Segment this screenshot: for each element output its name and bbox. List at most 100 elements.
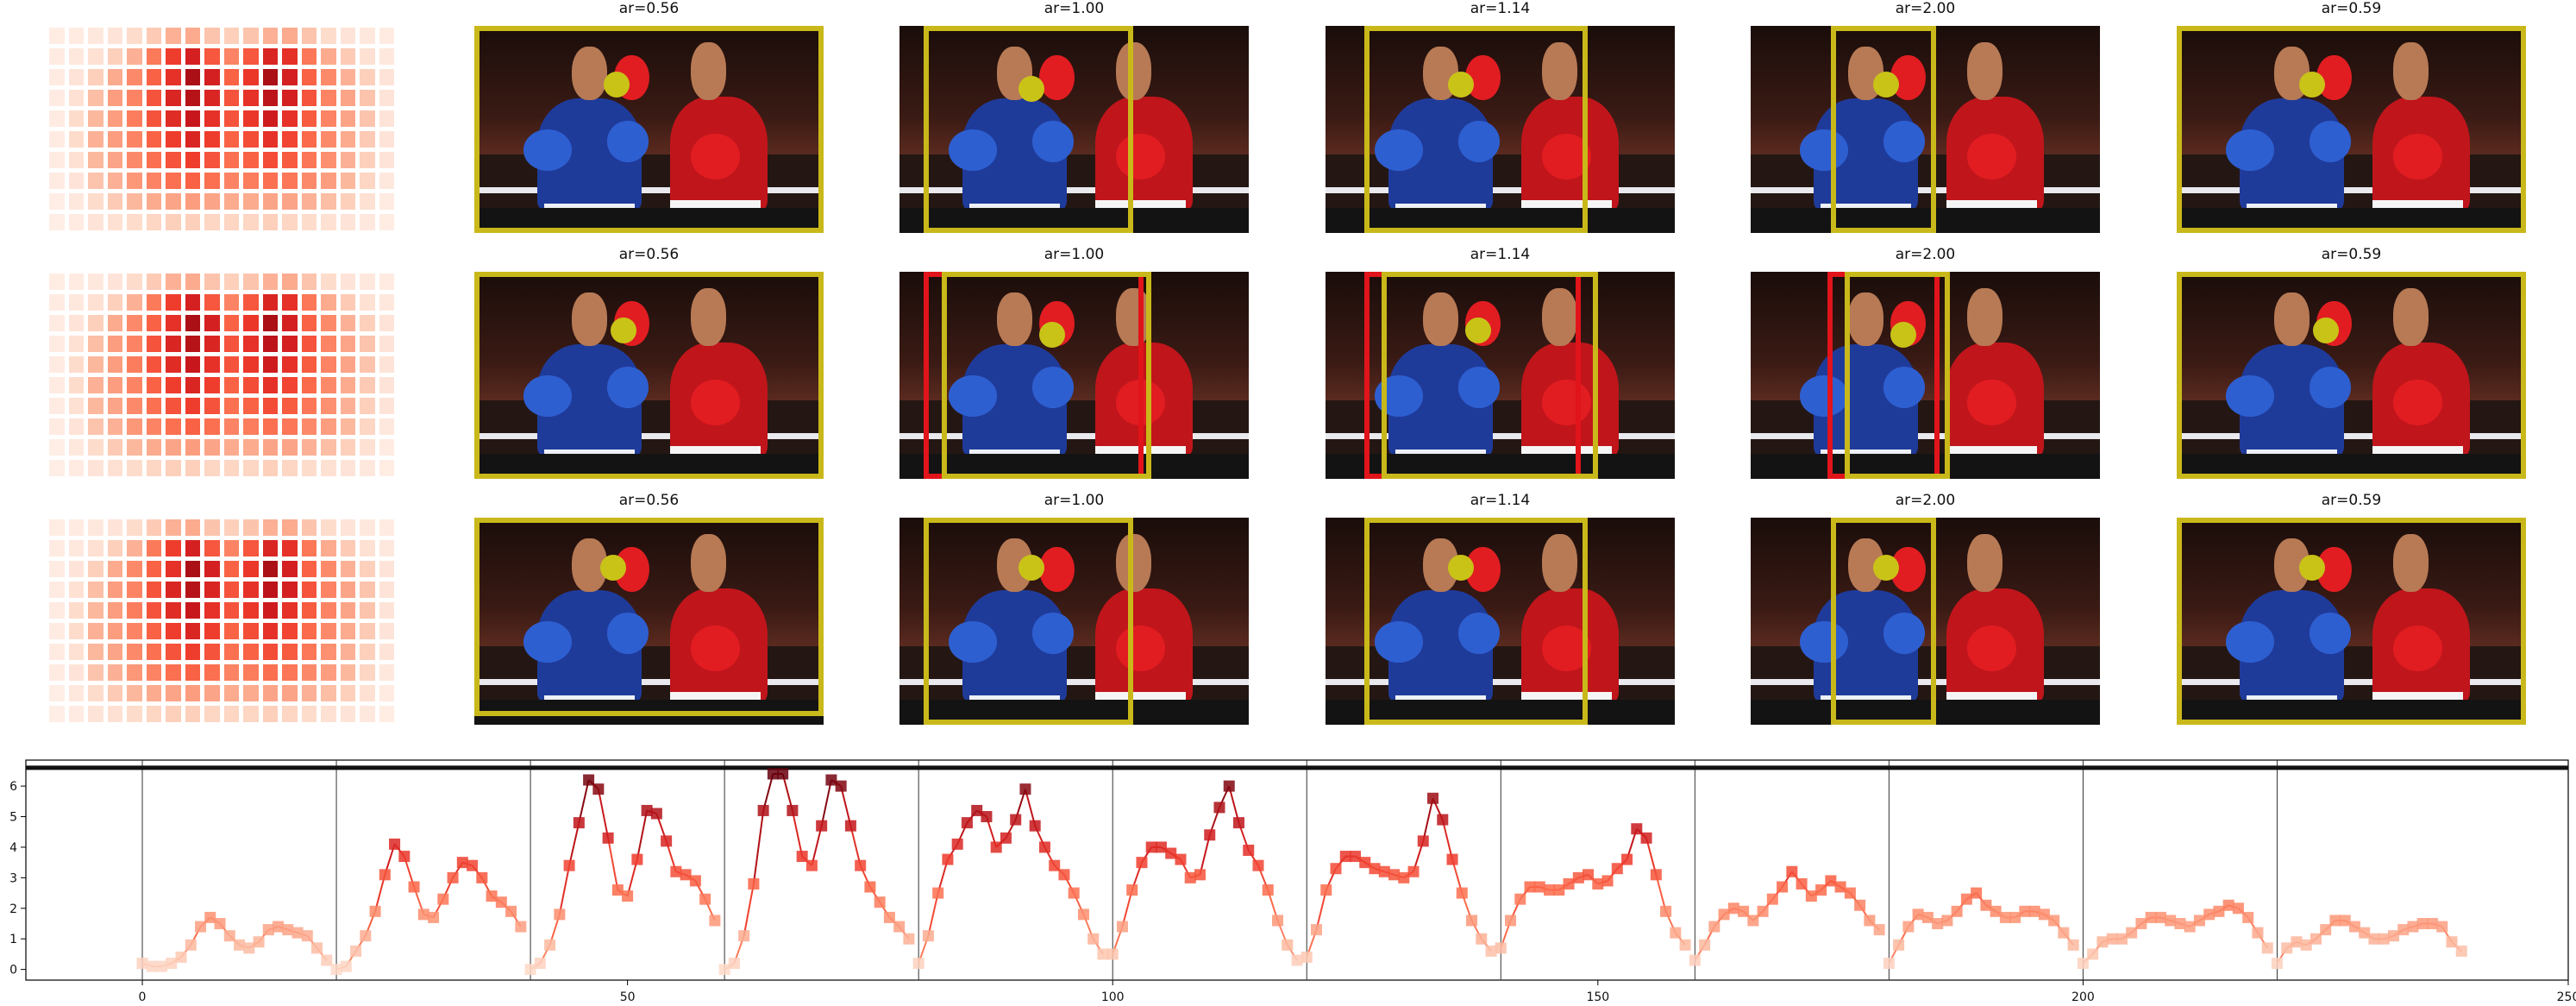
panel-r1-c1: ar=0.56 — [474, 0, 824, 233]
heatmap-cell — [166, 418, 181, 435]
heatmap-cell — [301, 706, 317, 722]
heatmap-cell — [379, 439, 394, 456]
data-point — [1116, 921, 1128, 933]
data-point — [1194, 869, 1206, 881]
heatmap-cell — [301, 336, 317, 352]
heatmap-cell — [262, 519, 278, 536]
heatmap-cell — [204, 664, 220, 681]
series-segment — [743, 883, 755, 936]
data-point — [273, 921, 285, 933]
heatmap-cell — [107, 602, 122, 619]
data-point — [136, 958, 148, 970]
series-segment — [1121, 890, 1133, 927]
heatmap-cell — [223, 193, 239, 210]
heatmap-cell — [301, 214, 317, 230]
heatmap-cell — [49, 602, 65, 619]
data-point — [185, 939, 197, 951]
heatmap-cell — [379, 561, 394, 577]
data-point — [2252, 927, 2264, 939]
data-point — [476, 871, 488, 883]
heatmap-cell — [262, 398, 278, 414]
heatmap-cell — [243, 356, 259, 373]
data-point — [175, 951, 187, 963]
heatmap-cell — [68, 193, 84, 210]
heatmap-cell — [282, 294, 298, 311]
panel-r2-c1: ar=0.56 — [474, 246, 824, 479]
heatmap-cell — [360, 685, 375, 701]
data-point — [2222, 899, 2234, 911]
heatmap-cell — [127, 356, 142, 373]
heatmap-cell — [340, 685, 355, 701]
heatmap-cell — [88, 664, 103, 681]
heatmap-cell — [146, 460, 161, 476]
heatmap-cell — [223, 685, 239, 701]
data-point — [1106, 948, 1119, 960]
heatmap-cell — [243, 48, 259, 65]
heatmap-cell — [379, 336, 394, 352]
data-point — [1476, 933, 1488, 945]
heatmap-cell — [282, 336, 298, 352]
focus-point — [1018, 555, 1044, 582]
data-point — [2067, 939, 2079, 951]
heatmap-cell — [243, 398, 259, 414]
data-point — [981, 811, 993, 823]
heatmap-cell — [321, 623, 336, 639]
data-point — [467, 859, 479, 871]
data-point — [1311, 924, 1323, 936]
data-point — [563, 859, 575, 871]
data-point — [2426, 917, 2438, 929]
heatmap-cell — [49, 623, 65, 639]
heatmap-cell — [166, 131, 181, 148]
boxing-photo — [1751, 518, 2100, 725]
data-point — [2135, 917, 2147, 929]
data-point — [398, 851, 411, 863]
heatmap-cell — [185, 214, 200, 230]
data-point — [1524, 881, 1536, 893]
heatmap-cell — [146, 377, 161, 393]
heatmap-cell — [204, 561, 220, 577]
heatmap-cell — [301, 561, 317, 577]
heatmap-cell — [321, 439, 336, 456]
series-segment — [1655, 874, 1667, 912]
heatmap-cell — [223, 439, 239, 456]
panel-title: ar=0.59 — [2321, 492, 2382, 509]
heatmap-cell — [360, 90, 375, 106]
heatmap-cell — [223, 274, 239, 290]
series-segment — [1024, 789, 1037, 827]
data-point — [1533, 881, 1545, 893]
data-point — [1708, 921, 1720, 933]
heatmap-cell — [68, 398, 84, 414]
heatmap-cell — [321, 90, 336, 106]
heatmap-cell — [340, 582, 355, 598]
series-segment — [578, 779, 590, 823]
series-segment — [849, 825, 862, 866]
data-point — [369, 905, 381, 917]
heatmap-cell — [185, 582, 200, 598]
y-tick-label: 6 — [9, 780, 17, 794]
heatmap-cell — [88, 152, 103, 168]
heatmap-cell — [379, 131, 394, 148]
heatmap-cell — [340, 644, 355, 660]
data-point — [1437, 814, 1449, 826]
heatmap-cell — [127, 90, 142, 106]
heatmap-cell — [127, 315, 142, 331]
heatmap-cell — [282, 398, 298, 414]
heatmap-cell — [204, 623, 220, 639]
heatmap-cell — [146, 315, 161, 331]
data-point — [2416, 917, 2429, 929]
data-point — [1398, 871, 1410, 883]
heatmap-cell — [49, 28, 65, 44]
data-point — [1738, 905, 1750, 917]
heatmap-cell — [301, 90, 317, 106]
heatmap-cell — [340, 28, 355, 44]
data-point — [777, 768, 789, 780]
heatmap-cell — [223, 48, 239, 65]
heatmap-cell — [321, 274, 336, 290]
data-point — [2407, 921, 2419, 933]
heatmap-cell — [204, 644, 220, 660]
heatmap-cell — [262, 110, 278, 127]
panel-r2-c4: ar=2.00 — [1751, 246, 2100, 479]
heatmap-cell — [185, 706, 200, 722]
heatmap-cell — [223, 561, 239, 577]
data-point — [1796, 877, 1808, 890]
